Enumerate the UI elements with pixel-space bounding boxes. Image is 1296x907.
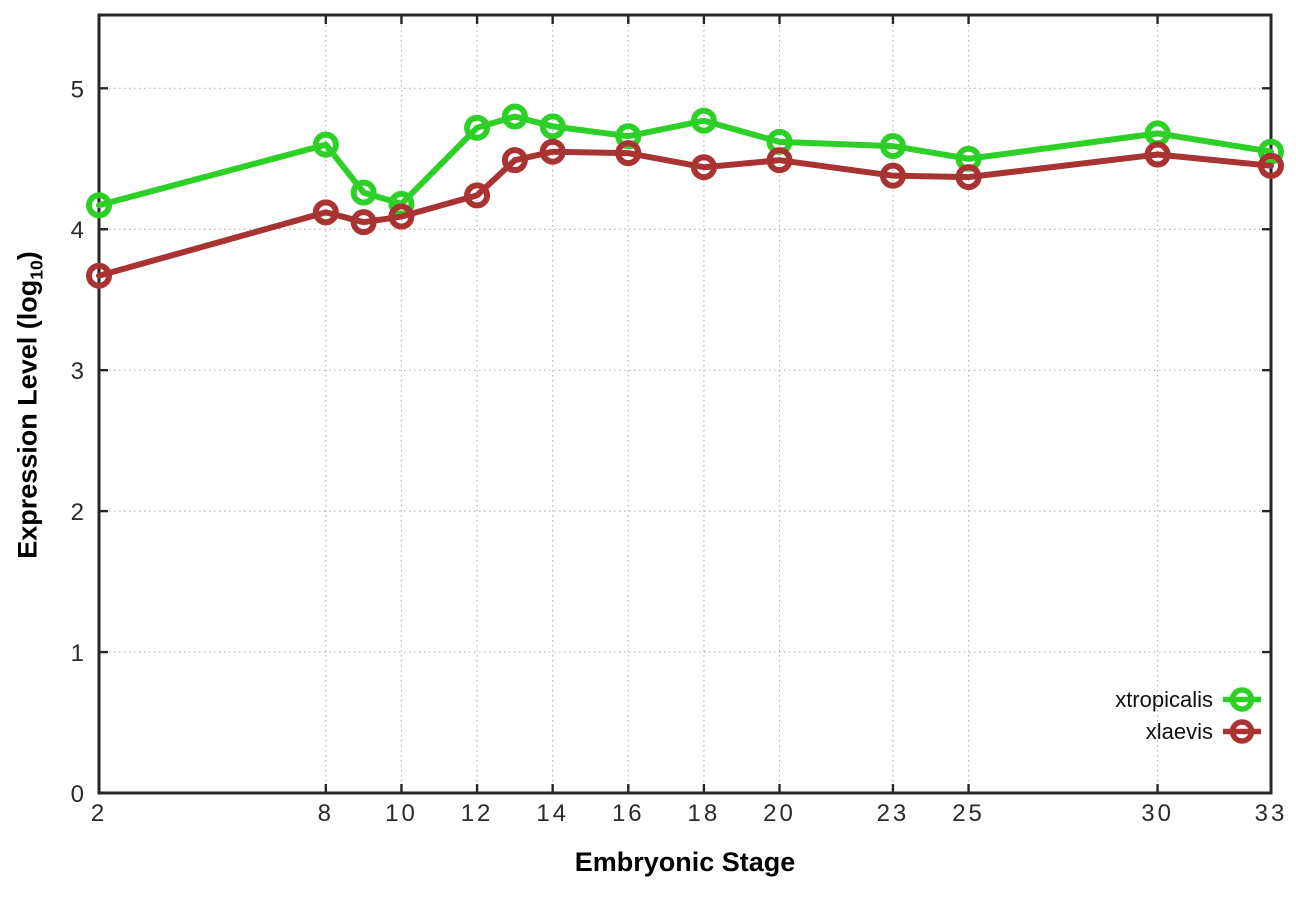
y-axis-title-subscript: 10 — [26, 260, 47, 280]
y-tick-label: 5 — [71, 76, 87, 103]
y-tick-label: 4 — [71, 217, 87, 244]
x-tick-label: 2 — [91, 800, 107, 827]
data-point-xlaevis — [350, 209, 377, 236]
legend: xtropicalis xlaevis — [1115, 684, 1262, 747]
y-tick-label: 0 — [71, 781, 87, 808]
data-point-xlaevis — [1144, 141, 1171, 168]
line-point-sample-icon — [1223, 719, 1261, 744]
legend-label: xtropicalis — [1115, 686, 1213, 712]
x-tick-label: 30 — [1141, 800, 1174, 827]
line-point-sample-icon — [1223, 687, 1261, 712]
data-point-xlaevis — [312, 199, 339, 226]
data-point-xtropicalis — [86, 192, 112, 219]
x-tick-label: 25 — [952, 800, 985, 827]
x-tick-label: 12 — [461, 800, 494, 827]
y-axis-title-close: ) — [12, 251, 43, 261]
y-tick-label: 3 — [71, 358, 87, 385]
data-point-xlaevis — [766, 147, 793, 174]
data-point-xlaevis — [86, 262, 112, 289]
data-point-xtropicalis — [539, 113, 566, 140]
x-axis-title: Embryonic Stage — [574, 847, 796, 877]
data-point-xtropicalis — [350, 179, 377, 206]
legend-item-xtropicalis: xtropicalis — [1115, 684, 1262, 715]
x-tick-label: 16 — [612, 800, 645, 827]
data-point-xtropicalis — [1258, 138, 1284, 165]
data-point-xtropicalis — [501, 103, 528, 130]
y-axis-title: Expression Level (log10) — [12, 251, 47, 559]
x-tick-label: 18 — [688, 800, 721, 827]
data-point-xtropicalis — [879, 133, 906, 160]
data-point-xlaevis — [539, 138, 566, 165]
data-point-xlaevis — [615, 140, 642, 167]
data-point-xtropicalis — [690, 107, 717, 134]
data-point-xtropicalis — [464, 114, 491, 141]
data-point-xtropicalis — [312, 131, 339, 158]
y-axis-title-text: Expression Level (log — [12, 279, 43, 559]
y-tick-label: 1 — [71, 640, 87, 667]
data-point-xlaevis — [690, 154, 717, 181]
plot-border — [97, 13, 1273, 795]
y-tick-label: 2 — [71, 499, 87, 526]
data-point-xlaevis — [388, 203, 415, 230]
x-tick-label: 8 — [318, 800, 334, 827]
data-point-xlaevis — [501, 147, 528, 174]
data-point-xtropicalis — [615, 123, 642, 150]
data-point-xlaevis — [879, 162, 906, 189]
x-tick-label: 10 — [385, 800, 418, 827]
x-tick-label: 33 — [1255, 800, 1288, 827]
legend-label: xlaevis — [1145, 718, 1213, 744]
data-point-xlaevis — [1258, 152, 1284, 179]
data-point-xlaevis — [464, 182, 491, 209]
x-tick-label: 20 — [763, 800, 796, 827]
x-tick-label: 14 — [536, 800, 569, 827]
legend-item-xlaevis: xlaevis — [1146, 716, 1262, 747]
series-line-xlaevis — [96, 148, 1274, 279]
x-tick-label: 23 — [877, 800, 910, 827]
data-point-xlaevis — [955, 164, 982, 191]
